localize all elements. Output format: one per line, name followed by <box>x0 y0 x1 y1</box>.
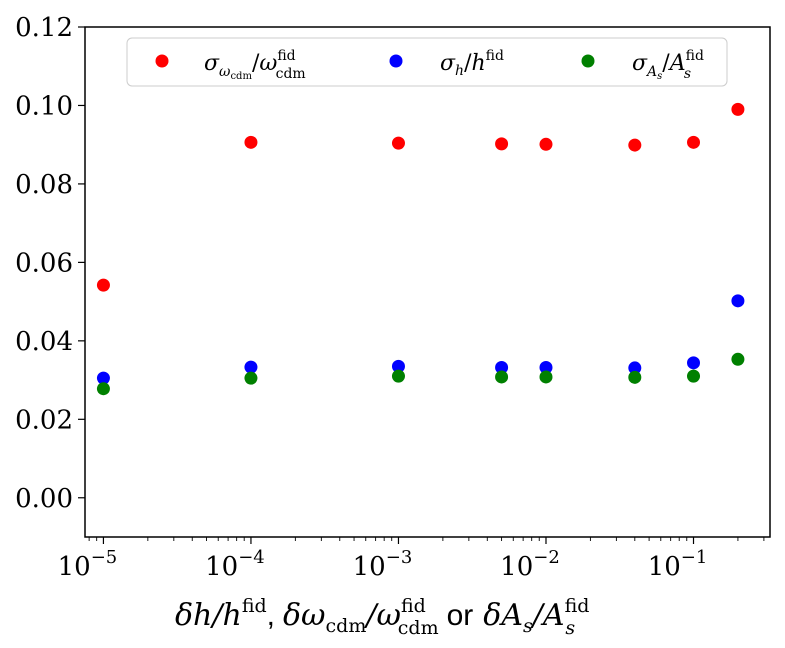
data-point <box>96 371 110 385</box>
data-point <box>495 137 509 151</box>
y-tick-label: 0.04 <box>15 327 73 357</box>
data-point <box>539 137 553 151</box>
data-points <box>96 102 745 396</box>
data-point <box>628 370 642 384</box>
data-point <box>731 294 745 308</box>
x-axis-label: δh/hfid, δωcdm/ωfid cdm or δAs/Afid s <box>175 595 589 639</box>
data-point <box>731 102 745 116</box>
data-point <box>495 361 509 375</box>
axis-ticks: 0.00 0.02 0.04 0.06 0.08 0.10 0.12 10−5 10−4 10−3… <box>15 13 765 582</box>
data-point <box>96 278 110 292</box>
y-tick-label: 0.02 <box>15 405 73 435</box>
legend-box <box>126 37 728 87</box>
data-point <box>96 382 110 396</box>
y-tick-label: 0.10 <box>15 91 73 121</box>
y-tick-label: 0.08 <box>15 170 73 200</box>
x-tick-label: 10−1 <box>648 547 708 582</box>
legend-marker-h <box>389 54 403 68</box>
data-point <box>628 361 642 375</box>
legend-marker-omega <box>155 54 169 68</box>
y-tick-label: 0.12 <box>15 13 73 43</box>
legend-marker-as <box>581 54 595 68</box>
legend-label-omega: σωcdm/ωfid cdm <box>204 48 306 82</box>
y-tick-label: 0.06 <box>15 248 73 278</box>
data-point <box>731 352 745 366</box>
data-point <box>687 135 701 149</box>
legend-label-h: σh/hfid <box>440 48 504 79</box>
x-tick-label: 10−5 <box>58 547 118 582</box>
data-point <box>244 135 258 149</box>
data-point <box>244 371 258 385</box>
data-point <box>539 370 553 384</box>
data-point <box>628 138 642 152</box>
data-point <box>687 356 701 370</box>
data-point <box>687 369 701 383</box>
x-tick-label: 10−2 <box>500 547 560 582</box>
data-point <box>244 360 258 374</box>
data-point <box>539 361 553 375</box>
legend-label-as: σAs/Afid s <box>632 48 704 82</box>
data-point <box>391 369 405 383</box>
x-tick-label: 10−3 <box>353 547 413 582</box>
data-point <box>391 359 405 373</box>
plot-frame <box>84 26 771 538</box>
data-point <box>495 370 509 384</box>
legend: σωcdm/ωfid cdm σh/hfid σAs/Afid s <box>126 37 728 87</box>
y-tick-label: 0.00 <box>15 484 73 514</box>
x-tick-label: 10−4 <box>205 547 265 582</box>
data-point <box>391 136 405 150</box>
